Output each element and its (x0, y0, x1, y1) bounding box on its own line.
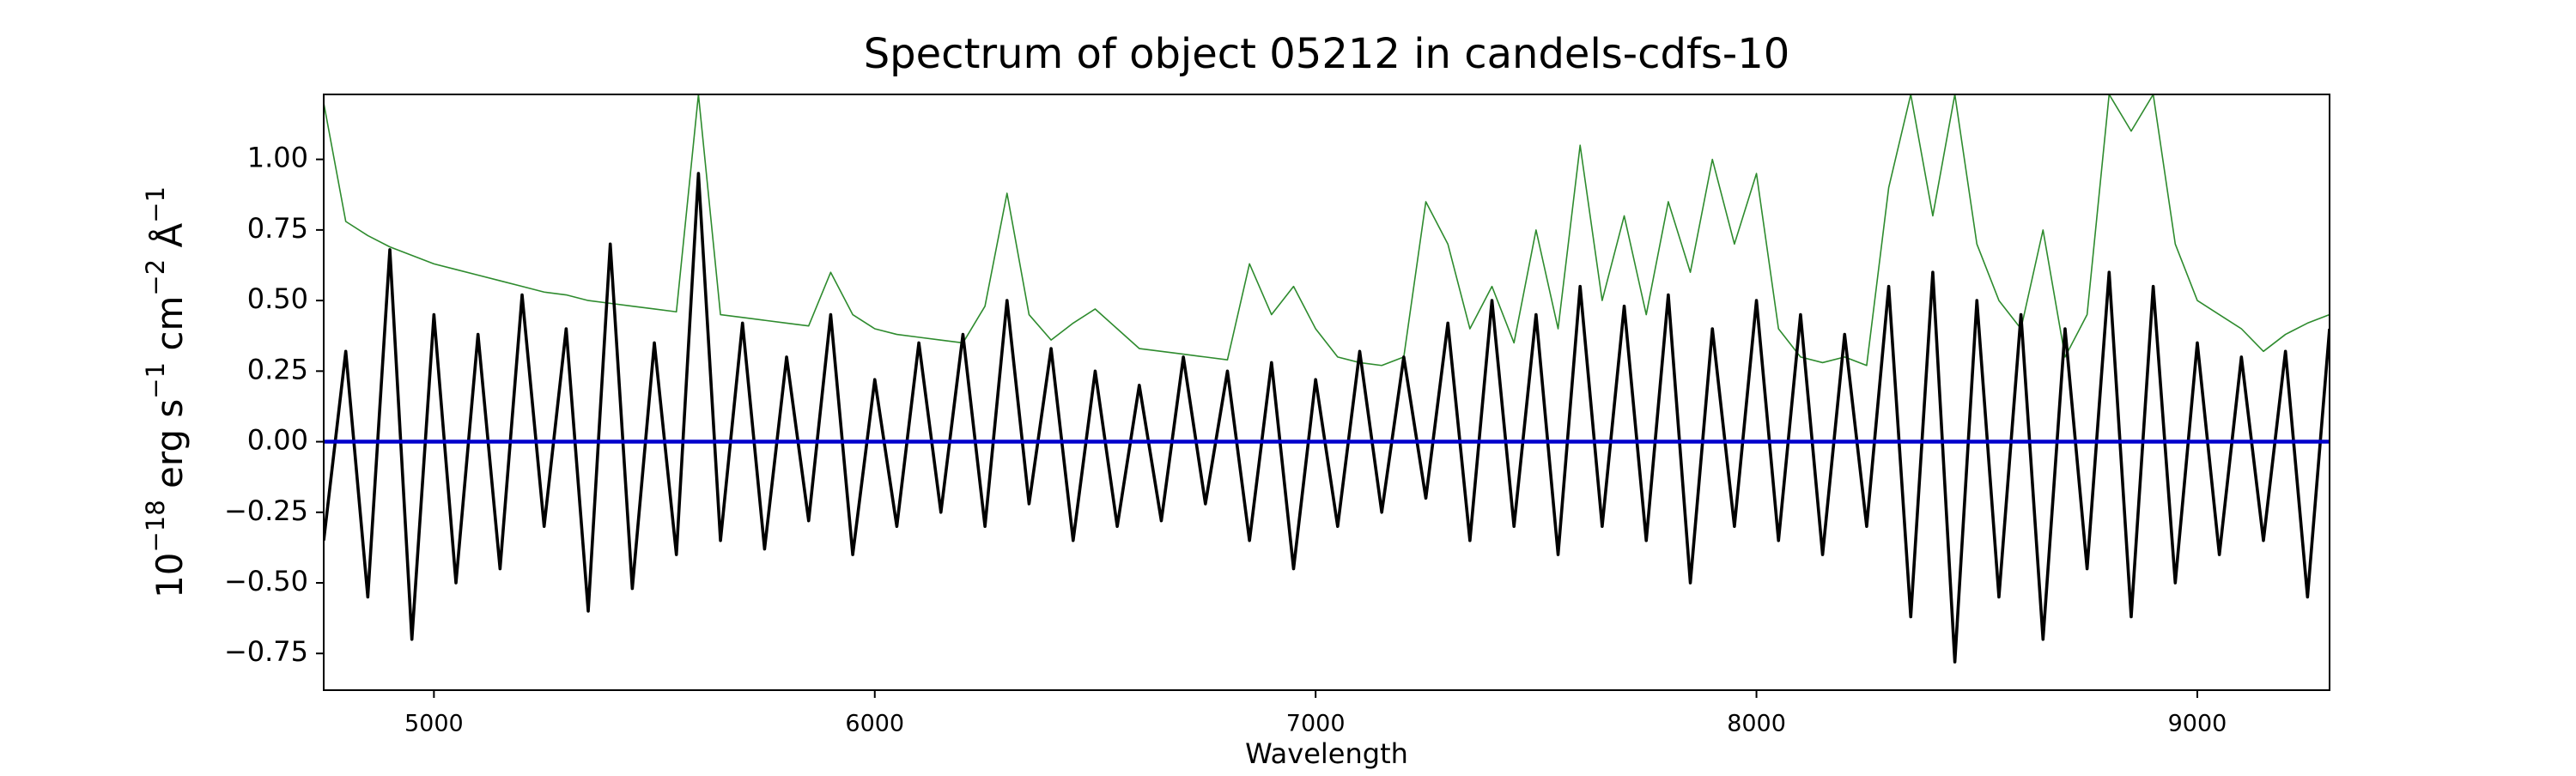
y-axis-label-part: −1 (141, 186, 170, 223)
series-line (324, 94, 2330, 367)
x-tick-label: 9000 (2168, 711, 2227, 737)
chart-title: Spectrum of object 05212 in candels-cdfs… (864, 30, 1790, 78)
y-tick-label: −0.75 (224, 635, 308, 668)
x-tick-label: 7000 (1286, 711, 1346, 737)
y-tick-label: 0.25 (247, 353, 308, 385)
y-axis-label-part: −1 (141, 362, 170, 399)
y-tick-label: −0.25 (224, 494, 308, 527)
x-tick-label: 6000 (845, 711, 904, 737)
x-axis-label: Wavelength (1245, 737, 1408, 770)
y-tick-label: −0.50 (224, 565, 308, 597)
plot-frame (323, 94, 2330, 691)
y-tick-label: 0.75 (247, 212, 308, 245)
y-tick-label: 1.00 (247, 142, 308, 174)
y-axis-label-part: −18 (141, 500, 170, 552)
series-group (324, 172, 2330, 664)
series-group (324, 94, 2330, 367)
y-axis-label-part: 10 (149, 553, 191, 598)
y-tick-label: 0.50 (247, 282, 308, 315)
y-axis-label-part: −2 (141, 259, 170, 296)
x-tick-label: 8000 (1727, 711, 1786, 737)
y-axis-label: 10−18 erg s−1 cm−2 Å−1 (141, 186, 191, 598)
y-axis-label-part: erg s (149, 399, 191, 500)
x-tick-label: 5000 (404, 711, 464, 737)
y-axis-label-part: cm (149, 296, 191, 362)
series-line (324, 172, 2330, 664)
y-axis-label-part: Å (148, 223, 191, 259)
y-tick-label: 0.00 (247, 424, 308, 457)
